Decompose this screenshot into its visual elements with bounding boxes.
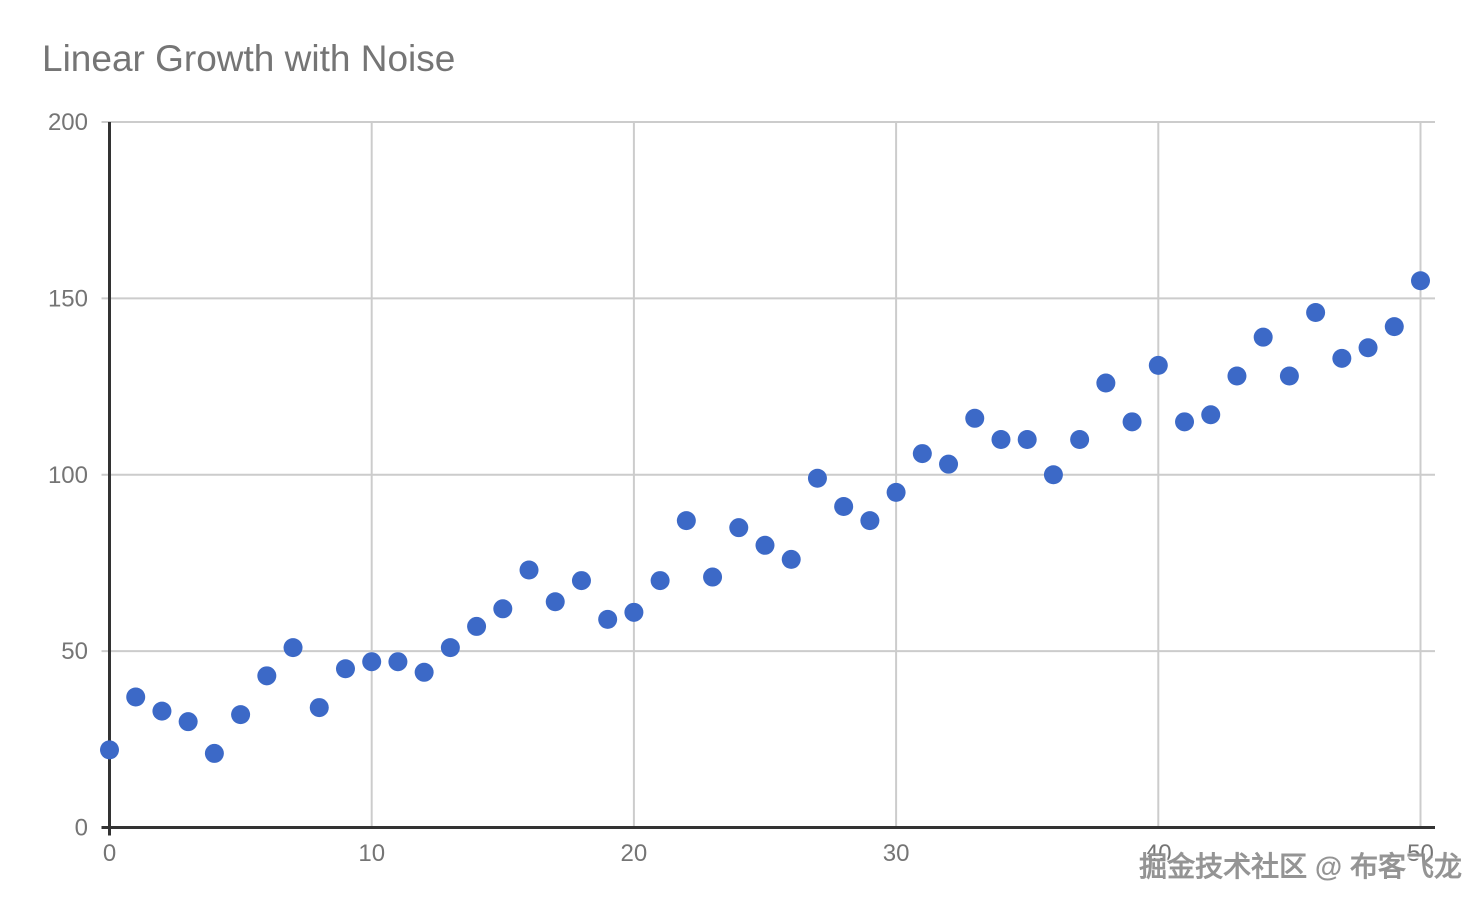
data-point[interactable] (1201, 405, 1221, 425)
x-axis-tick-label: 0 (103, 840, 116, 867)
y-axis-tick-label: 200 (48, 109, 88, 136)
data-point[interactable] (1227, 366, 1247, 386)
data-point[interactable] (1070, 429, 1090, 449)
data-point[interactable] (598, 609, 618, 629)
data-point[interactable] (388, 652, 408, 672)
data-point[interactable] (1411, 271, 1430, 291)
data-point[interactable] (1122, 412, 1142, 432)
x-axis-tick-label: 50 (1407, 840, 1434, 867)
data-point[interactable] (467, 616, 487, 636)
y-axis-tick-label: 100 (48, 462, 88, 489)
data-point[interactable] (1384, 317, 1404, 337)
data-point[interactable] (493, 599, 513, 619)
y-axis-tick-label: 0 (75, 815, 88, 842)
data-point[interactable] (519, 560, 539, 580)
data-point[interactable] (676, 511, 696, 531)
data-point[interactable] (650, 571, 670, 591)
chart-title: Linear Growth with Noise (42, 38, 456, 79)
data-point[interactable] (991, 429, 1011, 449)
data-point[interactable] (755, 535, 775, 555)
y-axis-tick-label: 50 (61, 638, 88, 665)
data-point[interactable] (545, 592, 565, 612)
data-point[interactable] (152, 701, 172, 721)
data-point[interactable] (624, 602, 644, 622)
watermark: 掘金技术社区 @ 布客飞龙 (1139, 851, 1462, 882)
y-axis-tick-label: 150 (48, 285, 88, 312)
data-point[interactable] (1279, 366, 1299, 386)
data-point[interactable] (309, 698, 329, 718)
data-point[interactable] (1332, 348, 1352, 368)
data-point[interactable] (1096, 373, 1116, 393)
data-point[interactable] (860, 511, 880, 531)
data-point[interactable] (283, 638, 303, 658)
data-point[interactable] (965, 408, 985, 428)
data-point[interactable] (414, 662, 434, 682)
data-point[interactable] (939, 454, 959, 474)
x-axis-tick-label: 10 (358, 840, 385, 867)
data-point[interactable] (100, 740, 119, 760)
data-point[interactable] (1017, 429, 1037, 449)
data-point[interactable] (362, 652, 382, 672)
data-point[interactable] (886, 482, 906, 502)
data-point[interactable] (1148, 355, 1168, 375)
data-point[interactable] (257, 666, 277, 686)
data-point[interactable] (729, 518, 749, 538)
data-point[interactable] (781, 549, 801, 569)
data-point[interactable] (335, 659, 355, 679)
data-point[interactable] (912, 444, 932, 464)
data-point[interactable] (834, 496, 854, 516)
data-point[interactable] (1043, 465, 1063, 485)
data-point[interactable] (1306, 302, 1326, 322)
x-axis-tick-label: 30 (883, 840, 910, 867)
data-point[interactable] (807, 468, 827, 488)
data-point[interactable] (204, 743, 224, 763)
data-point[interactable] (178, 712, 198, 732)
data-point[interactable] (571, 571, 591, 591)
data-point[interactable] (440, 638, 460, 658)
data-point[interactable] (703, 567, 723, 587)
x-axis-tick-label: 20 (621, 840, 648, 867)
data-point[interactable] (1175, 412, 1195, 432)
data-point[interactable] (231, 705, 251, 725)
data-point[interactable] (1253, 327, 1273, 347)
x-axis-tick-label: 40 (1145, 840, 1172, 867)
data-point[interactable] (126, 687, 146, 707)
data-point[interactable] (1358, 338, 1378, 358)
